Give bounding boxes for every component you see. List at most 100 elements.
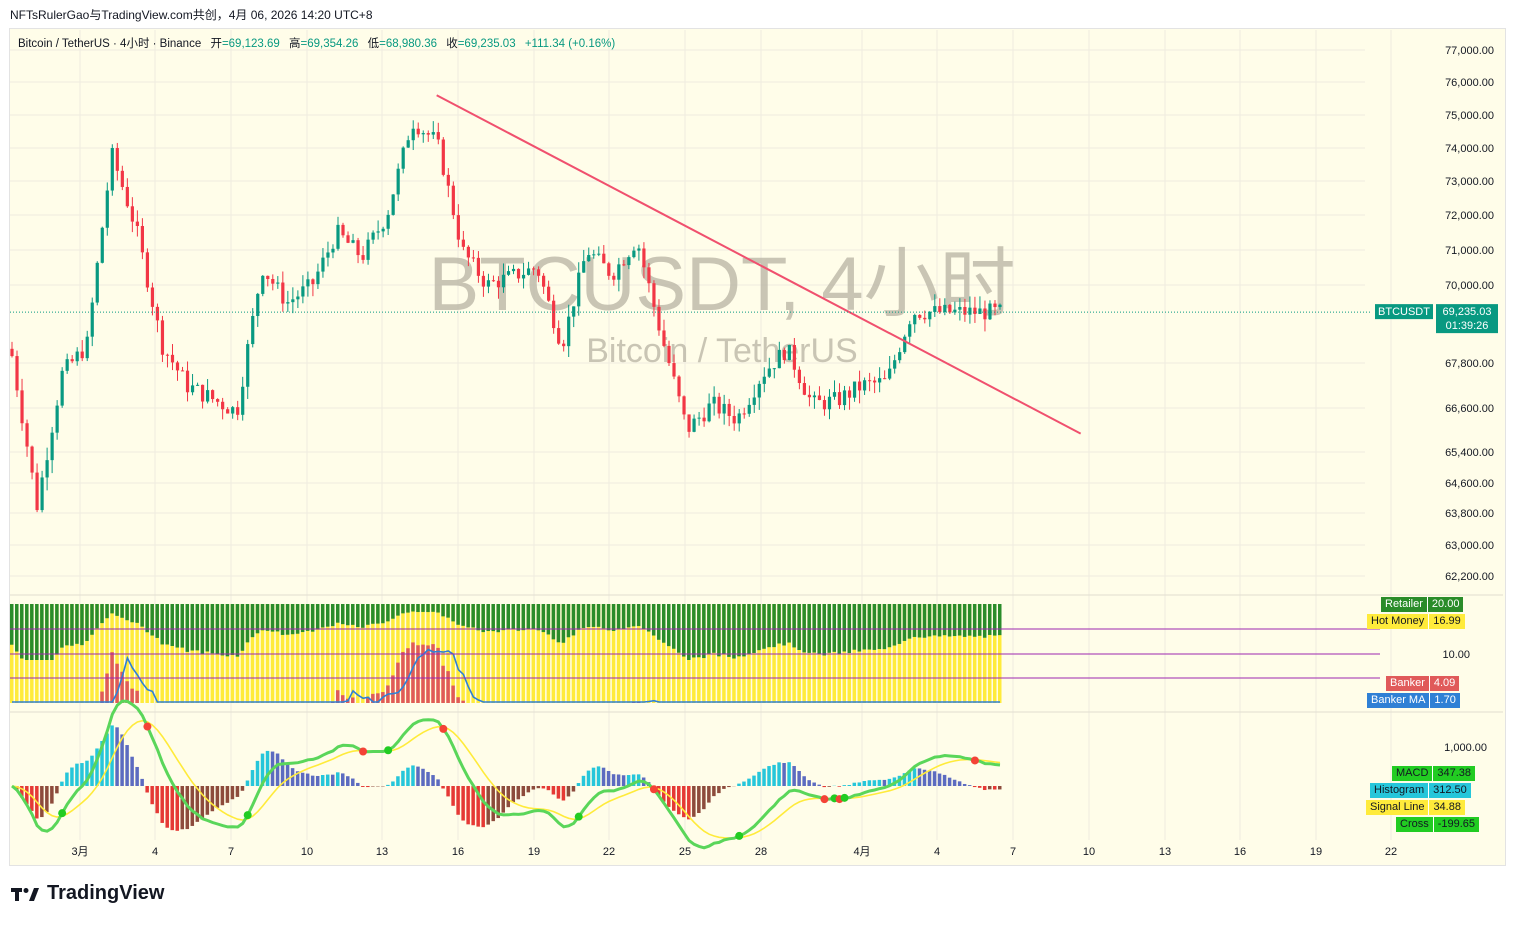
retailer-bar bbox=[692, 604, 696, 658]
retailer-bar bbox=[351, 604, 355, 625]
histogram-bar bbox=[255, 760, 260, 786]
histogram-bar bbox=[837, 786, 842, 787]
candle-body bbox=[190, 385, 195, 393]
candle-body bbox=[862, 380, 867, 391]
retailer-bar bbox=[626, 604, 631, 628]
retailer-bar bbox=[265, 604, 270, 631]
banker-bar bbox=[366, 697, 370, 703]
banker-bar bbox=[391, 675, 395, 703]
symbol-label[interactable]: Bitcoin / TetherUS · 4小时 · Binance bbox=[18, 38, 202, 50]
histogram-bar bbox=[175, 786, 180, 831]
histogram-bar bbox=[962, 783, 967, 786]
histogram-bar bbox=[772, 764, 776, 786]
histogram-bar bbox=[822, 786, 826, 788]
retailer-bar bbox=[792, 604, 796, 648]
time-tick-label: 25 bbox=[679, 846, 691, 858]
candle-body bbox=[180, 370, 185, 372]
retailer-bar bbox=[135, 604, 139, 623]
candle-body bbox=[45, 460, 49, 478]
histogram-bar bbox=[877, 779, 882, 786]
price-tick-label: 64,600.00 bbox=[1445, 478, 1494, 490]
histogram-bar bbox=[145, 786, 149, 793]
signal-line bbox=[11, 719, 1001, 839]
histogram-bar bbox=[446, 786, 450, 797]
candle-body bbox=[160, 320, 165, 355]
candle-body bbox=[20, 390, 24, 424]
candle-body bbox=[868, 380, 872, 382]
candle-body bbox=[401, 147, 405, 169]
banker-axis-label: 10.00 bbox=[1442, 649, 1470, 661]
hot-money-label: Hot Money 16.99 bbox=[1367, 614, 1465, 629]
banker-bar bbox=[411, 642, 415, 703]
retailer-bar bbox=[456, 604, 460, 625]
histogram-bar bbox=[867, 780, 872, 786]
retailer-bar bbox=[757, 604, 761, 651]
chart-frame bbox=[9, 28, 1506, 866]
candle-body bbox=[652, 283, 656, 307]
price-axis: 77,000.00 76,000.00 75,000.00 74,000.00 73,0… bbox=[1445, 45, 1494, 583]
histogram-name: Histogram bbox=[1370, 783, 1429, 798]
histogram-bar bbox=[436, 779, 440, 786]
brand-name: TradingView bbox=[47, 882, 165, 904]
candle-body bbox=[90, 302, 94, 337]
histogram-bar bbox=[325, 774, 330, 786]
macd-pane: 1,000.00 bbox=[11, 699, 1487, 850]
tradingview-logo-icon bbox=[11, 887, 39, 901]
histogram-bar bbox=[406, 767, 410, 786]
candle-body bbox=[567, 316, 571, 347]
histogram-bar bbox=[987, 786, 992, 790]
histogram-bar bbox=[245, 780, 250, 786]
retailer-bar bbox=[672, 604, 676, 649]
candle-body bbox=[682, 396, 686, 415]
retailer-bar bbox=[977, 604, 982, 636]
retailer-bar bbox=[797, 604, 801, 651]
banker-bar bbox=[125, 681, 129, 703]
banker-bar bbox=[130, 688, 134, 703]
retailer-bar bbox=[812, 604, 816, 653]
retailer-name: Retailer bbox=[1381, 597, 1427, 612]
time-tick-label: 3月 bbox=[71, 846, 88, 858]
retailer-bar bbox=[260, 604, 265, 631]
histogram-bar bbox=[391, 781, 395, 786]
candle-body bbox=[913, 314, 917, 325]
open-value: =69,123.69 bbox=[221, 38, 280, 50]
histogram-bar bbox=[250, 770, 255, 786]
candle-body bbox=[341, 224, 345, 236]
open-label: 开 bbox=[210, 38, 222, 50]
retailer-bar bbox=[471, 604, 475, 628]
retailer-bar bbox=[957, 604, 962, 636]
candle-body bbox=[65, 359, 69, 371]
retailer-bar bbox=[752, 604, 756, 653]
retailer-bar bbox=[80, 604, 84, 646]
histogram-bar bbox=[210, 786, 215, 812]
retailer-bar bbox=[376, 604, 380, 624]
candle-body bbox=[170, 354, 175, 363]
histogram-bar bbox=[235, 786, 240, 797]
candle-body bbox=[933, 306, 937, 312]
histogram-bar bbox=[521, 786, 526, 797]
histogram-bar bbox=[140, 778, 144, 786]
histogram-bar bbox=[25, 786, 29, 805]
histogram-bar bbox=[65, 772, 69, 786]
candle-body bbox=[135, 221, 139, 227]
retailer-bar bbox=[356, 604, 360, 628]
histogram-label: Histogram 312.50 bbox=[1370, 783, 1471, 798]
histogram-bar bbox=[787, 762, 791, 786]
histogram-bar bbox=[466, 786, 470, 825]
retailer-bar bbox=[586, 604, 591, 628]
retailer-bar bbox=[611, 604, 616, 631]
histogram-bar bbox=[85, 760, 89, 786]
retailer-bar bbox=[646, 604, 651, 632]
retailer-bar bbox=[145, 604, 149, 633]
candle-body bbox=[577, 272, 581, 307]
candle-body bbox=[516, 268, 521, 279]
time-tick-label: 13 bbox=[1159, 846, 1171, 858]
candle-body bbox=[797, 369, 801, 384]
retailer-bar bbox=[641, 604, 646, 629]
histogram-bar bbox=[150, 786, 154, 805]
tradingview-logo[interactable]: TradingView bbox=[11, 882, 164, 905]
candle-body bbox=[883, 378, 887, 380]
candle-body bbox=[752, 397, 756, 405]
retailer-bar bbox=[962, 604, 967, 637]
